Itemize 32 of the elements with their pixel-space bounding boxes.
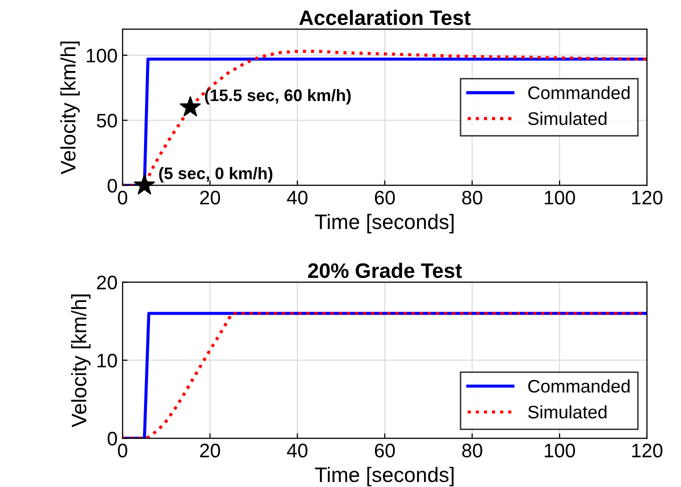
legend-label: Simulated [528,405,606,418]
x-tick-label: 60 [374,190,395,204]
chart-title: Accelaration Test [299,10,471,26]
x-tick-label: 0 [118,190,128,204]
annotation: (15.5 sec, 60 km/h) [205,88,351,105]
legend-label: Commanded [528,379,630,393]
y-tick-label: 0 [108,432,117,446]
x-axis-title: Time [seconds] [315,466,454,486]
chart-title: 20% Grade Test [308,262,462,278]
y-tick-label: 0 [108,178,117,193]
x-tick-label: 120 [632,190,662,204]
x-axis-title: Time [seconds] [315,214,454,234]
y-tick-label: 100 [86,48,117,62]
x-tick-label: 0 [118,444,128,458]
annotation: (5 sec, 0 km/h) [159,167,272,183]
y-tick-label: 20 [97,276,117,290]
x-tick-label: 80 [462,190,482,204]
y-axis-title: Velocity [km/h] [60,42,80,174]
x-tick-label: 40 [287,190,308,204]
x-tick-label: 40 [287,444,308,458]
x-tick-label: 100 [544,444,576,458]
y-tick-label: 10 [98,354,117,368]
y-tick-label: 50 [96,114,117,128]
legend-label: Commanded [528,86,630,100]
x-tick-label: 100 [544,190,576,204]
x-tick-label: 120 [632,444,662,458]
x-tick-label: 20 [200,190,220,204]
x-tick-label: 60 [374,444,395,458]
y-axis-title: Velocity [km/h] [71,294,91,428]
x-tick-label: 80 [462,444,482,458]
legend-label: Simulated [528,112,606,126]
x-tick-label: 20 [200,444,220,458]
